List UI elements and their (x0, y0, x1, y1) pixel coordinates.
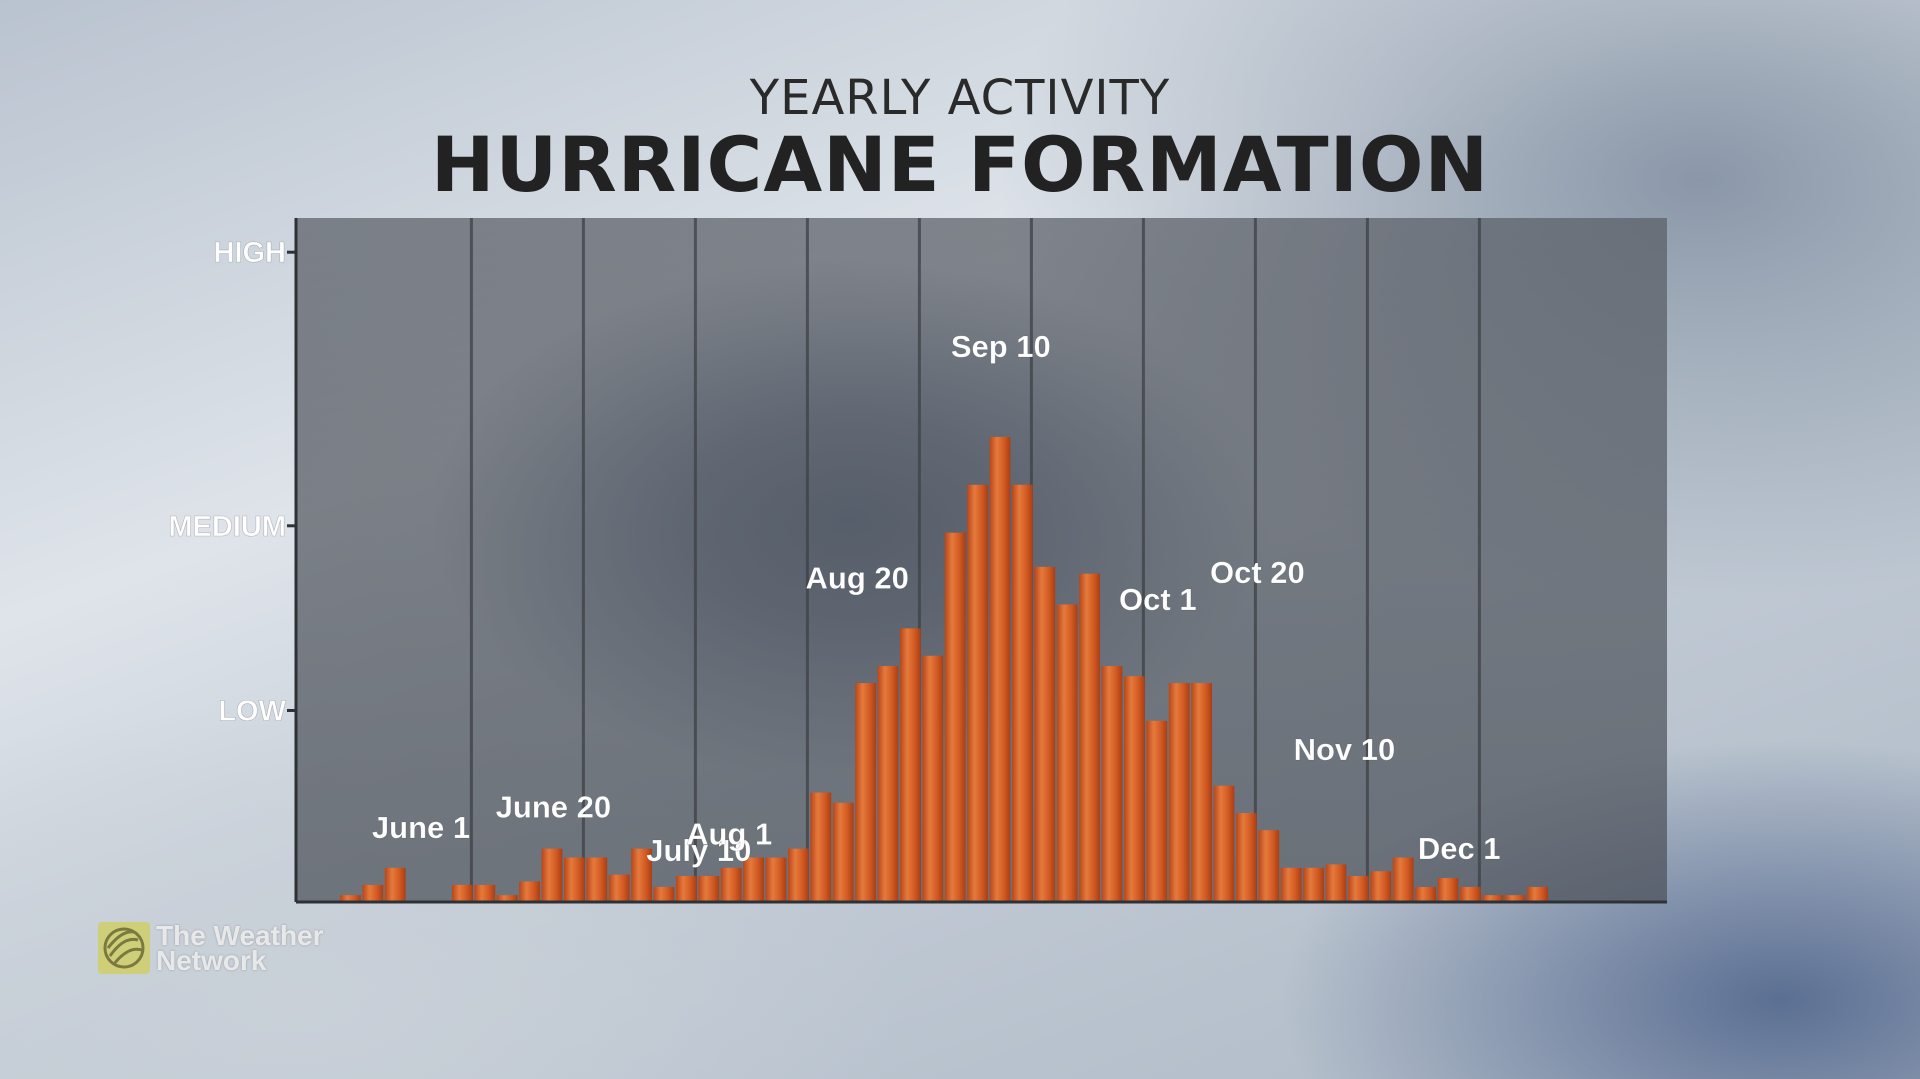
globe-icon (98, 922, 150, 974)
bar (340, 895, 361, 902)
date-annotation: Aug 1 (686, 817, 772, 852)
bar (1370, 871, 1392, 902)
bar (362, 884, 384, 902)
bar (743, 857, 764, 902)
y-tick-label: MEDIUM (168, 511, 286, 543)
bar (944, 532, 966, 902)
bar (1079, 573, 1100, 902)
bar (900, 628, 921, 902)
bar (1303, 867, 1324, 902)
bar (1437, 878, 1459, 902)
bar (765, 857, 787, 902)
bar (1213, 785, 1235, 902)
bar (1415, 886, 1436, 902)
bar (855, 683, 876, 902)
bar (1348, 876, 1369, 902)
date-annotation: June 1 (372, 810, 470, 845)
logo-line-2: Network (156, 945, 267, 976)
date-annotation: Oct 1 (1119, 582, 1197, 617)
bar (653, 886, 675, 902)
bar (608, 874, 630, 902)
bar (1191, 683, 1212, 902)
bar (967, 484, 988, 902)
date-annotation: Aug 20 (806, 560, 909, 595)
bar (1168, 683, 1190, 902)
chart-title: HURRICANE FORMATION (430, 120, 1490, 209)
date-annotation: Sep 10 (951, 329, 1051, 364)
axes: HIGH MEDIUM LOW (168, 218, 1667, 904)
bar (564, 857, 585, 902)
y-tick-label: HIGH (214, 237, 287, 269)
bar (586, 857, 608, 902)
bar (1124, 676, 1145, 902)
bar (1146, 720, 1168, 902)
bar (1325, 864, 1347, 902)
bar (1034, 566, 1056, 902)
chart-subtitle: YEARLY ACTIVITY (749, 70, 1171, 126)
y-tick-label: LOW (218, 695, 286, 727)
bar (989, 436, 1011, 902)
bar (519, 881, 540, 902)
bar (698, 876, 720, 902)
bar (1392, 857, 1414, 902)
bar (676, 876, 697, 902)
bar (541, 848, 563, 902)
bar (832, 802, 854, 902)
bar (1482, 895, 1504, 902)
logo-line-1: The Weather (156, 920, 324, 951)
bar (1280, 867, 1302, 902)
bar (1101, 666, 1123, 902)
bar (922, 655, 944, 902)
bar (788, 848, 809, 902)
bar (877, 666, 899, 902)
bar (1460, 886, 1481, 902)
date-annotation: Dec 1 (1418, 831, 1501, 866)
bar (1527, 886, 1548, 902)
date-annotation: June 20 (496, 789, 611, 824)
weather-network-logo: The Weather Network (98, 920, 324, 976)
bar (1012, 484, 1033, 902)
date-annotation: Nov 10 (1294, 732, 1396, 767)
bar (1056, 604, 1078, 902)
bar (720, 867, 742, 902)
bar (810, 792, 832, 902)
bar (496, 895, 518, 902)
bars (340, 436, 1548, 902)
bar (384, 867, 406, 902)
bar (631, 848, 652, 902)
bar (1236, 813, 1257, 902)
bar (1504, 895, 1526, 902)
bar (1258, 830, 1280, 902)
date-annotation: July 10 (646, 833, 751, 868)
bar (452, 884, 473, 902)
bar (474, 884, 496, 902)
date-annotation: Oct 20 (1210, 555, 1305, 590)
